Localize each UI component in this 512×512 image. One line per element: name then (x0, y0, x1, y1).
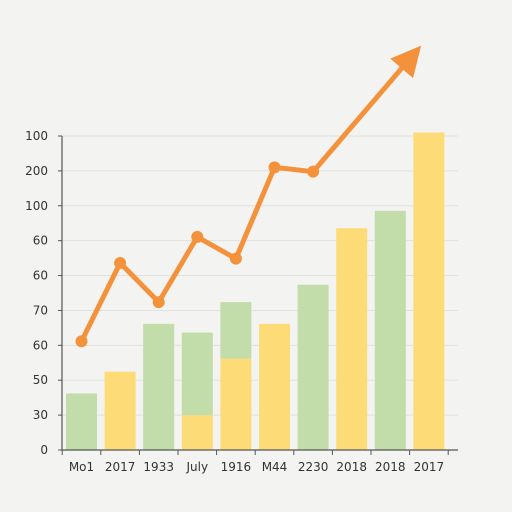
x-tick-label: Mo1 (69, 460, 94, 474)
y-tick-label: 100 (25, 129, 48, 143)
x-tick-label: 2017 (414, 460, 445, 474)
bar-segment (413, 132, 445, 450)
bar-segment (297, 284, 329, 450)
line-point (268, 161, 281, 174)
y-tick-label: 50 (33, 373, 48, 387)
y-tick-label: 30 (33, 408, 48, 422)
bar-segment (374, 210, 406, 450)
trend-line-path (79, 65, 405, 344)
y-tick-label: 0 (40, 443, 48, 457)
x-tick-label: July (186, 460, 209, 474)
y-tick-label: 200 (25, 164, 48, 178)
line-point (191, 230, 204, 243)
line-point (229, 252, 242, 265)
bar-segment (181, 332, 213, 416)
y-tick-label: 100 (25, 199, 48, 213)
bar-segment (220, 302, 252, 359)
y-tick-label: 60 (33, 269, 48, 283)
x-tick-label: 2017 (105, 460, 136, 474)
line-point (75, 335, 88, 348)
bar-segment (336, 228, 368, 450)
x-tick-label: 2018 (336, 460, 367, 474)
line-point (152, 296, 165, 309)
line-point (114, 257, 127, 269)
x-tick-label: M44 (262, 460, 288, 474)
y-tick-label: 60 (33, 338, 48, 352)
line-point (307, 165, 320, 178)
bar-segment (143, 323, 175, 450)
y-tick-label: 60 (33, 234, 48, 248)
x-tick-label: 2018 (375, 460, 406, 474)
bar-segment (66, 393, 97, 450)
y-tick-label: 70 (33, 303, 48, 317)
x-tick-label: 1916 (221, 460, 252, 474)
bar-segment (259, 323, 290, 450)
bar-segment (104, 371, 136, 450)
y-axis-ticks: 0 30 50 60 70 60 60 100 200 100 (25, 129, 62, 457)
x-axis-ticks: Mo1 2017 1933 July 1916 M44 2230 2018 2018 2017 (61, 450, 449, 474)
x-tick-label: 1933 (143, 460, 174, 474)
trend-line (75, 45, 422, 348)
x-tick-label: 2230 (298, 460, 329, 474)
bar-segment (220, 358, 252, 450)
bars (66, 132, 445, 450)
bar-segment (181, 415, 213, 450)
axes (61, 136, 458, 451)
arrow-head (390, 45, 422, 79)
